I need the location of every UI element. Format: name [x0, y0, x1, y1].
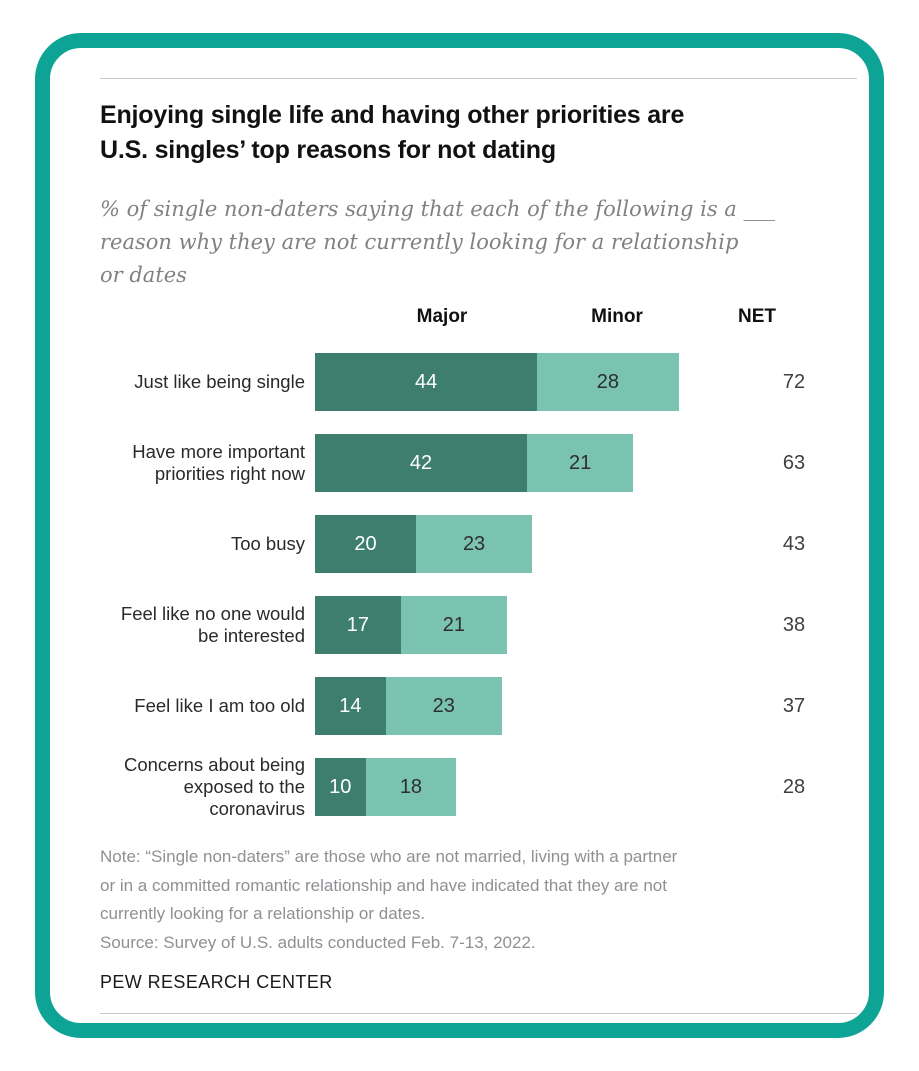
bar-segment-major: 44 — [315, 353, 538, 411]
bar-value: 21 — [442, 613, 465, 636]
bar-segment-major: 20 — [315, 515, 416, 573]
top-divider — [100, 78, 857, 79]
chart-subtitle-line-1: % of single non-daters saying that each … — [100, 197, 775, 221]
footnote-line-1: Note: “Single non-daters” are those who … — [100, 847, 678, 866]
bar-value: 28 — [596, 370, 619, 393]
category-label: Feel like I am too old — [134, 695, 305, 716]
bar-value: 20 — [354, 532, 377, 555]
bar-segment-minor: 21 — [400, 596, 507, 654]
chart-subtitle-line-2: reason why they are not currently lookin… — [100, 230, 739, 254]
stacked-bar-chart: Major Minor NET Just like being single 44… — [100, 306, 857, 819]
category-label: Concerns about being exposed to the coro… — [123, 754, 305, 819]
bar-value: 23 — [432, 694, 455, 717]
bar-segment-major: 17 — [315, 596, 401, 654]
bar-value: 44 — [414, 370, 438, 393]
bar-value: 17 — [346, 613, 370, 636]
chart-row: Too busy 20 23 43 — [100, 515, 857, 573]
chart-title: Enjoying single life and having other pr… — [100, 98, 857, 168]
bar-track: 10 18 — [315, 758, 731, 816]
bar-value: 18 — [399, 775, 423, 798]
footnote: Note: “Single non-daters” are those who … — [100, 843, 857, 957]
bar-segment-major: 14 — [315, 677, 386, 735]
pew-research-center-wordmark: PEW RESEARCH CENTER — [100, 972, 333, 992]
chart-title-line-1: Enjoying single life and having other pr… — [100, 101, 685, 129]
chart-row: Just like being single 44 28 72 — [100, 353, 857, 411]
column-header-minor: Minor — [591, 306, 643, 327]
net-value: 72 — [782, 370, 806, 393]
bar-segment-minor: 18 — [365, 758, 457, 816]
bottom-divider — [100, 1013, 857, 1014]
bar-segment-major: 42 — [315, 434, 528, 492]
source-line: Source: Survey of U.S. adults conducted … — [100, 932, 536, 952]
column-header-net: NET — [738, 306, 776, 327]
category-label: Have more important priorities right now — [132, 441, 305, 484]
category-label: Feel like no one would be interested — [120, 603, 305, 646]
bar-segment-minor: 28 — [537, 353, 679, 411]
bar-value: 42 — [409, 451, 433, 474]
chart-row: Concerns about being exposed to the coro… — [100, 754, 857, 819]
chart-title-line-2: U.S. singles’ top reasons for not dating — [100, 136, 556, 164]
net-value: 63 — [782, 451, 806, 474]
bar-value: 14 — [339, 694, 362, 717]
net-value: 43 — [782, 532, 806, 555]
chart-subtitle: % of single non-daters saying that each … — [100, 193, 857, 292]
net-value: 38 — [782, 613, 806, 636]
card-content: Enjoying single life and having other pr… — [100, 48, 857, 1014]
footnote-line-3: currently looking for a relationship or … — [100, 904, 426, 923]
chart-column-headers: Major Minor NET — [100, 306, 857, 330]
chart-subtitle-line-3: or dates — [100, 263, 187, 287]
bar-track: 17 21 — [315, 596, 731, 654]
chart-row: Feel like no one would be interested 17 21… — [100, 596, 857, 654]
chart-row: Have more important priorities right now… — [100, 434, 857, 492]
bar-track: 42 21 — [315, 434, 731, 492]
bar-value: 10 — [329, 775, 352, 798]
bar-value: 23 — [462, 532, 486, 555]
bar-segment-minor: 21 — [527, 434, 634, 492]
chart-card: Enjoying single life and having other pr… — [35, 33, 884, 1038]
category-label: Too busy — [230, 533, 305, 554]
chart-rows: Just like being single 44 28 72 Have more im… — [100, 353, 857, 819]
category-label: Just like being single — [134, 371, 305, 392]
chart-row: Feel like I am too old 14 23 37 — [100, 677, 857, 735]
bar-segment-minor: 23 — [416, 515, 533, 573]
bar-track: 20 23 — [315, 515, 731, 573]
bar-track: 44 28 — [315, 353, 731, 411]
net-value: 28 — [782, 775, 806, 798]
net-value: 37 — [782, 694, 806, 717]
bar-track: 14 23 — [315, 677, 731, 735]
footnote-line-2: or in a committed romantic relationship … — [100, 875, 667, 895]
column-header-major: Major — [416, 306, 468, 327]
bar-value: 21 — [568, 451, 592, 474]
bar-segment-minor: 23 — [385, 677, 502, 735]
bar-segment-major: 10 — [315, 758, 366, 816]
